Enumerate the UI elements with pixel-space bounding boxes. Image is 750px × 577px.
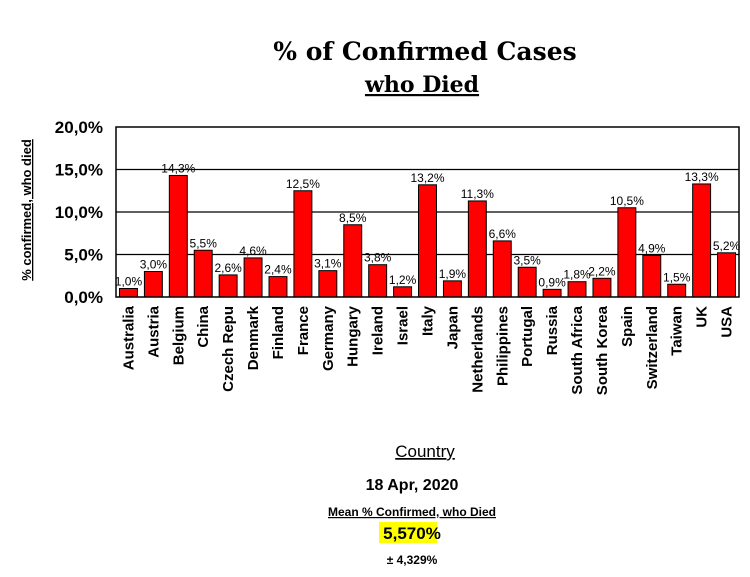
bar-china (193, 249, 213, 298)
bar-russia (542, 288, 562, 298)
data-label: 5,2% (713, 239, 741, 253)
data-label: 13,2% (410, 171, 444, 185)
bar-belgium (168, 174, 188, 298)
data-label: 3,0% (140, 258, 168, 272)
data-label: 6,6% (489, 227, 517, 241)
x-tick-label: Denmark (245, 305, 262, 370)
x-tick-label: China (195, 305, 212, 347)
x-tick-label: Spain (619, 306, 636, 347)
chart-title: % of Confirmed Cases (273, 37, 576, 66)
chart-subtitle: who Died (364, 72, 479, 98)
data-label: 4,6% (239, 244, 267, 258)
bar-australia (118, 288, 138, 298)
x-tick-label: Israel (395, 306, 412, 345)
plot-frame (115, 126, 740, 298)
y-tick-label: 10,0% (55, 203, 103, 222)
bar-france (293, 190, 313, 298)
data-label: 0,9% (538, 275, 566, 289)
bar-japan (442, 280, 462, 298)
bar-spain (617, 207, 637, 298)
x-tick-label: South Korea (594, 305, 611, 395)
x-axis-title: Country (395, 442, 455, 461)
data-label: 1,8% (563, 268, 591, 282)
bar-philippines (492, 240, 512, 298)
x-tick-label: Ireland (370, 306, 387, 355)
data-label: 10,5% (610, 194, 644, 208)
bar-switzerland (642, 254, 662, 298)
data-label: 2,6% (214, 261, 242, 275)
data-label: 8,5% (339, 211, 367, 225)
x-tick-label: Australia (120, 305, 137, 370)
bar-hungary (343, 224, 363, 298)
mean-highlight (379, 522, 437, 543)
data-labels: 1,0% 3,0% 14,3% 5,5% 2,6% 4,6% 2,4% 12,5% 3,1% 8,… (115, 161, 741, 289)
y-tick-label: 20,0% (55, 118, 103, 137)
data-label: 1,5% (663, 270, 691, 284)
x-tick-label: Portugal (519, 306, 536, 367)
mean-unit: % (426, 524, 441, 543)
data-label: 2,4% (264, 263, 292, 277)
bar-netherlands (467, 200, 487, 298)
x-tick-label: Czech Repu (220, 306, 237, 392)
data-label: 1,9% (439, 267, 467, 281)
x-tick-label: South Africa (569, 305, 586, 394)
bar-taiwan (667, 283, 687, 298)
bar-italy (418, 184, 437, 298)
x-tick-label: USA (719, 306, 736, 338)
bar-south-africa (567, 281, 587, 298)
bar-finland (268, 276, 288, 298)
x-tick-label: Finland (270, 306, 287, 359)
data-label: 4,9% (638, 241, 666, 255)
x-tick-label: Austria (145, 305, 162, 357)
data-label: 14,3% (161, 161, 195, 175)
data-label: 1,0% (115, 275, 143, 289)
bar-uk (692, 183, 712, 298)
data-label: 13,3% (685, 170, 719, 184)
x-tick-label: Russia (544, 305, 561, 355)
x-tick-label: UK (694, 306, 711, 328)
x-tick-label: Netherlands (469, 306, 486, 393)
bar-austria (143, 271, 163, 298)
std-label: ± 4,329% (387, 553, 438, 567)
x-tick-label: Taiwan (669, 306, 686, 356)
x-tick-label: Philippines (494, 306, 511, 386)
y-tick-label: 0,0% (64, 288, 103, 307)
data-label: 12,5% (286, 177, 320, 191)
x-tick-label: Japan (444, 306, 461, 349)
data-label: 11,3% (461, 187, 494, 201)
y-tick-label: 15,0% (55, 161, 103, 180)
y-tick-label: 5,0% (64, 246, 103, 265)
x-axis-categories: Australia Austria Belgium China Czech Repu De… (120, 305, 735, 395)
x-tick-label: Switzerland (644, 306, 661, 389)
bar-south-korea (592, 277, 612, 298)
data-label: 1,2% (389, 273, 417, 287)
data-label: 3,1% (314, 257, 342, 271)
mean-label: Mean % Confirmed, who Died (328, 505, 496, 519)
x-tick-label: Hungary (345, 305, 362, 367)
x-tick-label: Germany (320, 305, 337, 371)
y-axis-title: % confirmed, who died (19, 139, 34, 281)
bar-usa (717, 252, 737, 298)
bar-portugal (517, 266, 537, 298)
bar-czech-repu (218, 274, 238, 298)
bars (118, 174, 737, 298)
y-axis-ticks: 0,0% 5,0% 10,0% 15,0% 20,0% (55, 118, 103, 307)
x-tick-label: Belgium (170, 306, 187, 365)
bar-israel (393, 286, 413, 298)
mean-value: 5,570% (383, 524, 441, 543)
data-label: 2,2% (588, 264, 616, 278)
date-label: 18 Apr, 2020 (366, 477, 459, 494)
bar-ireland (368, 264, 388, 298)
x-tick-label: Italy (420, 305, 437, 336)
data-label: 3,5% (514, 253, 542, 267)
data-label: 3,8% (364, 251, 392, 265)
x-tick-label: France (295, 306, 312, 355)
mean-number: 5,570 (383, 524, 426, 543)
bar-denmark (243, 257, 263, 298)
data-label: 5,5% (190, 236, 218, 250)
bar-germany (318, 270, 338, 298)
